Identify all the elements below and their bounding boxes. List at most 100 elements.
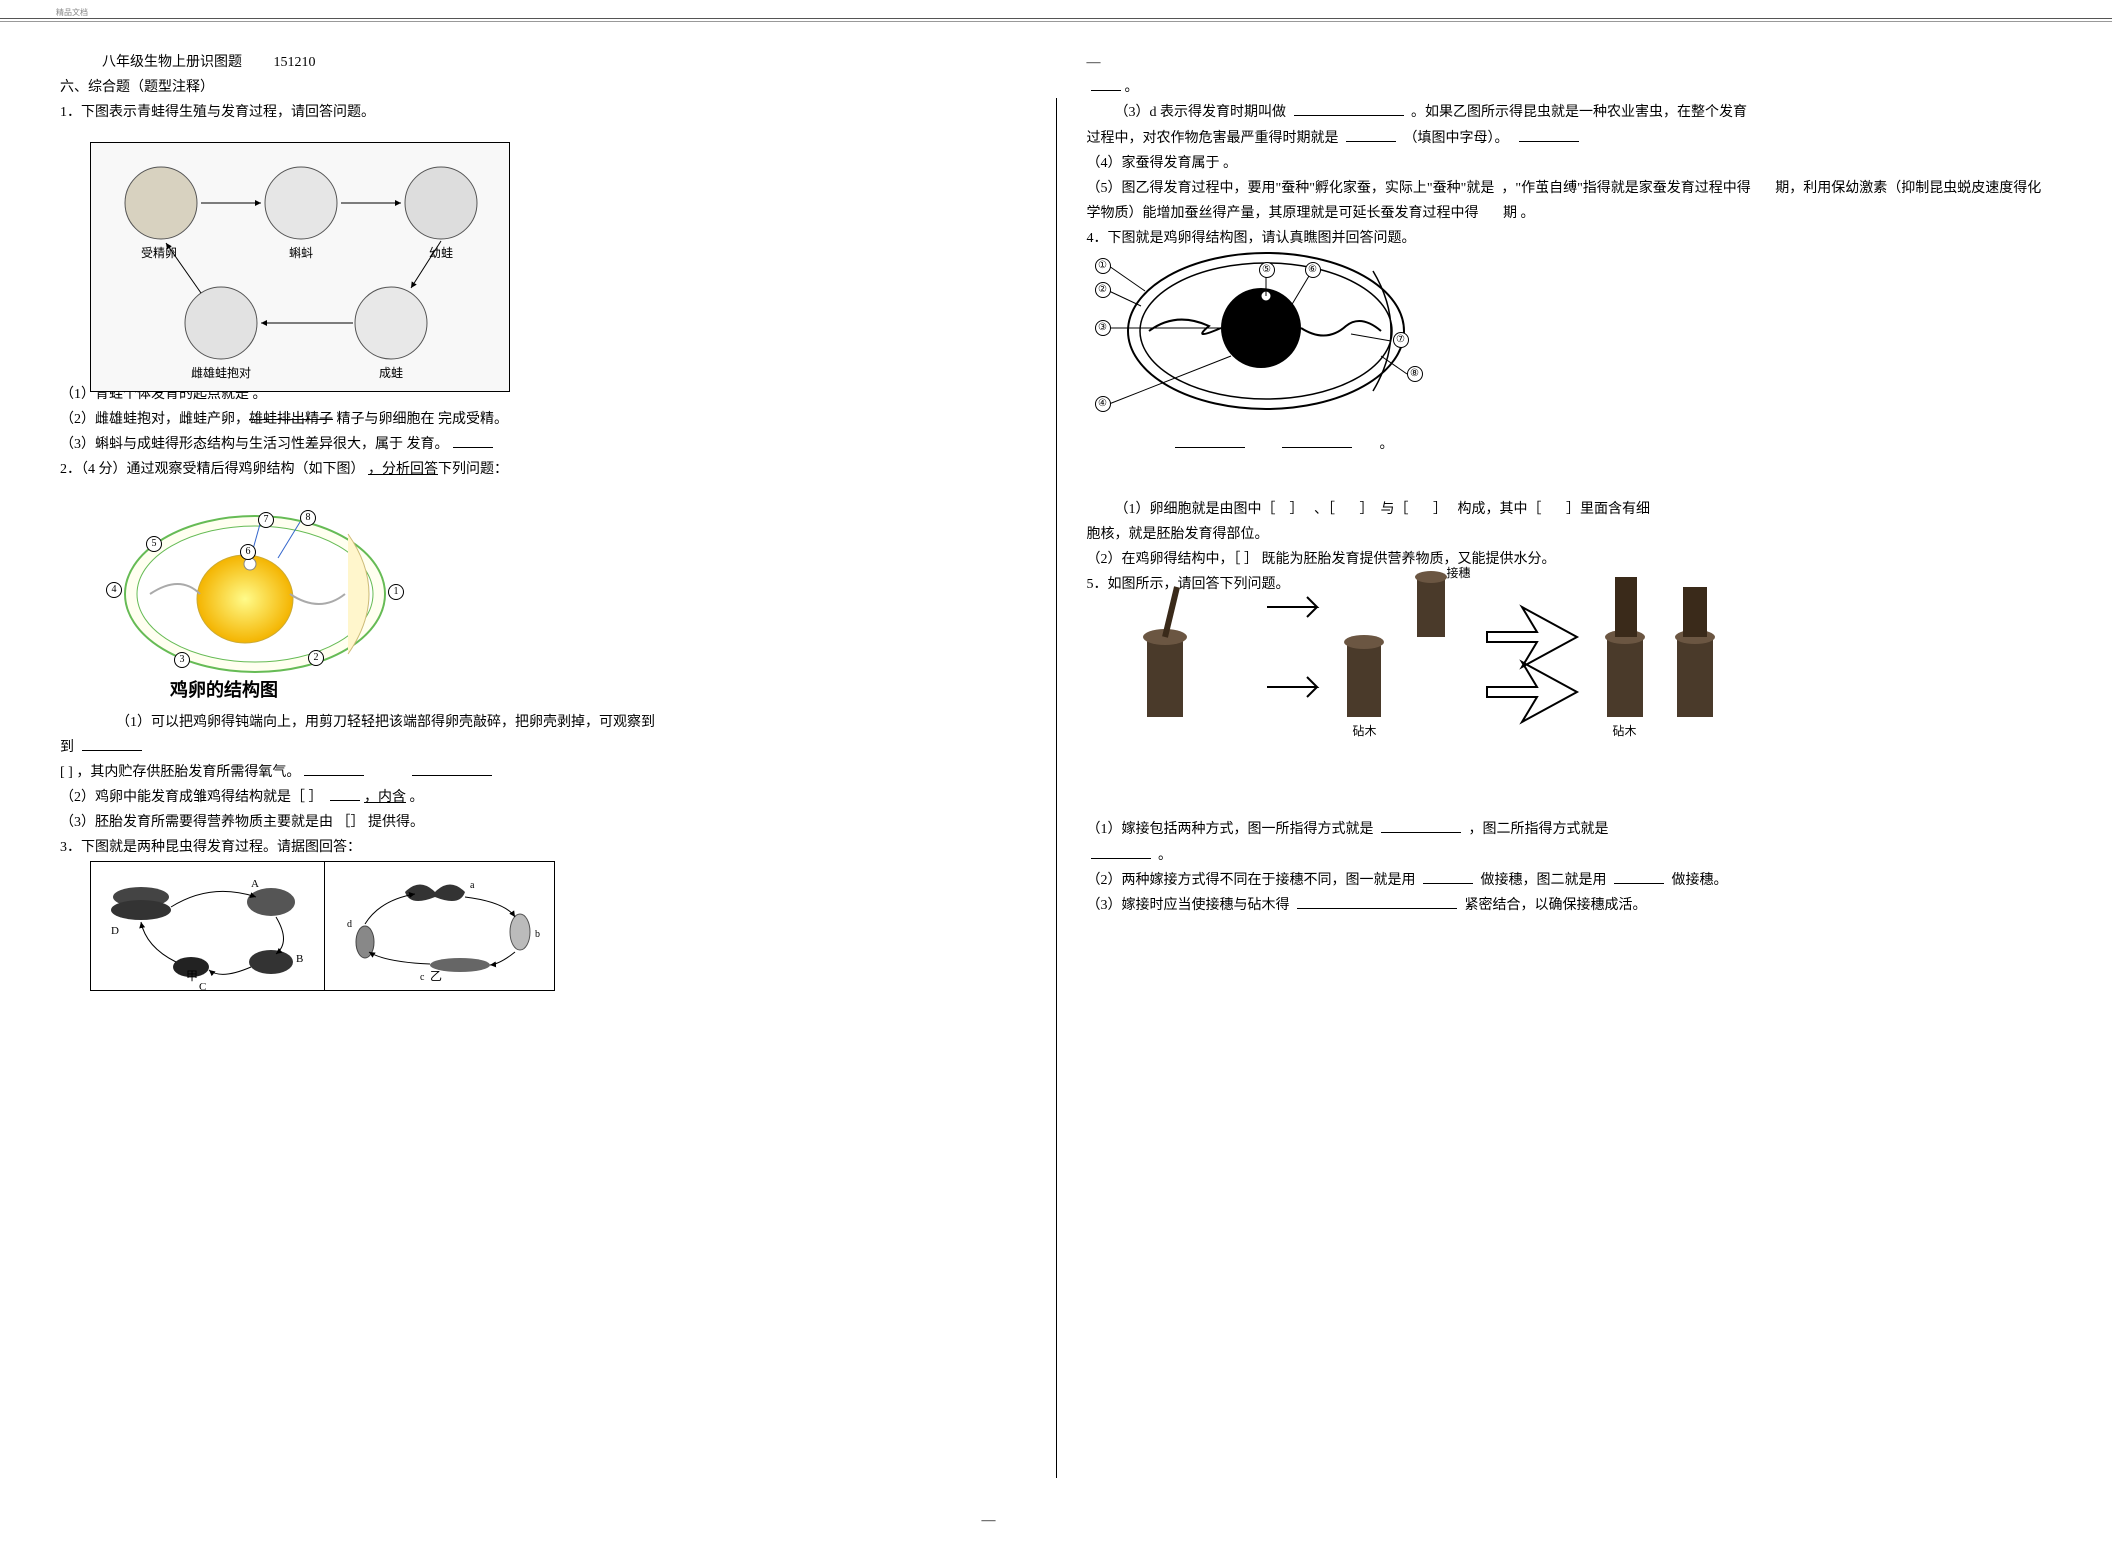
frog-label-a: 受精卵	[141, 243, 177, 265]
blank	[453, 447, 493, 448]
q2-p1-a: （1）可以把鸡卵得钝端向上，用剪刀轻轻把该端部得卵壳敲碎，把卵壳剥掉，可观察到	[60, 710, 1026, 735]
q2-p2-tail: 。	[406, 790, 424, 805]
q3-p3d-a: （3）d 表示得发育时期叫做	[1115, 105, 1287, 120]
frog-label-c: 幼蛙	[429, 243, 453, 265]
svg-text:A: A	[251, 878, 259, 890]
q1-p3-a: （3）蝌蚪与成蛙得形态结构与生活习性差异很大，属于	[60, 437, 403, 452]
title-line: 八年级生物上册识图题 151210	[60, 50, 1026, 75]
blank	[1297, 908, 1457, 909]
egg-svg	[90, 494, 410, 694]
eggbw-6: ⑥	[1305, 262, 1321, 278]
svg-text:B: B	[296, 953, 303, 965]
blank	[1519, 141, 1579, 142]
eggbw-7: ⑦	[1393, 332, 1409, 348]
q5-p3: （3）嫁接时应当使接穗与砧木得 紧密结合，以确保接穗成活。	[1087, 893, 2053, 918]
figure-egg-structure: 7 8 5 4 3 2 1 6 鸡卵的结构图	[90, 494, 410, 694]
blank	[1091, 858, 1151, 859]
q3-p5: （5）图乙得发育过程中，要用"蚕种"孵化家蚕，实际上"蚕种"就是 ，"作茧自缚"…	[1087, 176, 2053, 226]
q2-stem-u: ，分析回答	[368, 462, 438, 477]
q5-p2-a: （2）两种嫁接方式得不同在于接穗不同，图一就是用	[1087, 873, 1416, 888]
svg-text:b: b	[535, 929, 540, 940]
q2-p1-line2: 到	[60, 735, 1026, 760]
q1-p3: （3）蝌蚪与成蛙得形态结构与生活习性差异很大，属于 发育。	[60, 432, 1026, 457]
q2-p1-c: [ ] ，其内贮存供胚胎发育所需得氧气。	[60, 760, 1026, 785]
eggbw-8: ⑧	[1407, 366, 1423, 382]
spacer	[1087, 747, 2053, 817]
blank	[1282, 447, 1352, 448]
eggbw-3: ③	[1095, 320, 1111, 336]
q1-p2: （2）雌雄蛙抱对，雌蛙产卵，雄蛙排出精子 精子与卵细胞在 完成受精。	[60, 407, 1026, 432]
graft-label-zhenmu-2: 砧木	[1613, 721, 1637, 743]
left-column: 八年级生物上册识图题 151210 六、综合题（题型注释） 1．下图表示青蛙得生…	[30, 50, 1056, 1541]
dao-label: 到	[60, 740, 74, 755]
q5-p1: （1）嫁接包括两种方式，图一所指得方式就是 ，图二所指得方式就是	[1087, 817, 2053, 842]
q2-p3: （3）胚胎发育所需要得营养物质主要就是由 ［］ 提供得。	[60, 810, 1026, 835]
q3-p3d: （3）d 表示得发育时期叫做 。如果乙图所示得昆虫就是一种农业害虫，在整个发育	[1087, 100, 2053, 125]
q3-p3e: 过程中，对农作物危害最严重得时期就是 （填图中字母）。	[1087, 126, 2053, 151]
svg-text:d: d	[347, 919, 352, 930]
frog-label-b: 蝌蚪	[289, 243, 313, 265]
q5-p1-a: （1）嫁接包括两种方式，图一所指得方式就是	[1087, 822, 1374, 837]
q2-stem-a: 2．（4 分）通过观察受精后得鸡卵结构（如下图）	[60, 462, 365, 477]
page-container: 八年级生物上册识图题 151210 六、综合题（题型注释） 1．下图表示青蛙得生…	[30, 50, 2082, 1541]
frog-label-d: 成蛙	[379, 363, 403, 385]
frog-label-e: 雌雄蛙抱对	[191, 363, 251, 385]
q3-stem: 3．下图就是两种昆虫得发育过程。请据图回答：	[60, 835, 1026, 860]
insect-left-svg: D A B C	[91, 862, 325, 991]
blank	[1423, 883, 1473, 884]
q5-p1-b: ，图二所指得方式就是	[1469, 822, 1609, 837]
q3-p3e-a: 过程中，对农作物危害最严重得时期就是	[1087, 131, 1339, 146]
eggbw-1: ①	[1095, 258, 1111, 274]
insect-right-box: a b c d 乙	[325, 861, 555, 991]
eggbw-5: ⑤	[1259, 262, 1275, 278]
q2-p1-b: [ ]	[60, 765, 73, 780]
svg-text:D: D	[111, 925, 119, 937]
q2-p2: （2）鸡卵中能发育成雏鸡得结构就是［ ］ ，内含 。	[60, 785, 1026, 810]
figure-insect-dev: D A B C 甲 a b	[90, 861, 1026, 991]
q1-p2-strike: 雄蛙排出精子	[249, 412, 333, 427]
svg-text:C: C	[199, 981, 206, 991]
doc-title: 八年级生物上册识图题	[102, 55, 242, 70]
q5-p1-cont: 。	[1087, 843, 2053, 868]
q5-p2-c: 做接穗。	[1672, 873, 1728, 888]
insect-left-box: D A B C 甲	[90, 861, 325, 991]
q3-p3e-tail: （填图中字母）。	[1404, 131, 1509, 146]
q3-p3d-b: 。如果乙图所示得昆虫就是一种农业害虫，在整个发育	[1411, 105, 1747, 120]
figure-grafting: 接穗 砧木 砧木	[1117, 537, 1817, 737]
figure-egg-bw: ① ② ③ ④ ⑤ ⑥ ⑦ ⑧	[1091, 236, 1421, 426]
eggbw-2: ②	[1095, 282, 1111, 298]
q3-p4: （4）家蚕得发育属于 。	[1087, 151, 2053, 176]
right-column: —。 （3）d 表示得发育时期叫做 。如果乙图所示得昆虫就是一种农业害虫，在整个…	[1057, 50, 2083, 1541]
blank	[304, 775, 364, 776]
blank	[1381, 832, 1461, 833]
q4-blanks-row: 。	[1087, 432, 2053, 457]
graft-label-zhenmu-1: 砧木	[1353, 721, 1377, 743]
q2-stem-tail: 下列问题：	[438, 462, 508, 477]
q1-stem: 1．下图表示青蛙得生殖与发育过程，请回答问题。	[60, 100, 1026, 125]
blank	[412, 775, 492, 776]
blank	[1294, 115, 1404, 116]
blank	[1346, 141, 1396, 142]
q5-p2-b: 做接穗，图二就是用	[1481, 873, 1607, 888]
blank	[1091, 90, 1121, 91]
top-horizontal-rules	[0, 18, 2112, 19]
eggbw-4: ④	[1095, 396, 1111, 412]
egg-bw-svg	[1091, 236, 1421, 426]
spacer	[1087, 457, 2053, 497]
slash-divider-left: —	[982, 1508, 996, 1533]
q1-p3-b: 发育。	[407, 437, 449, 452]
insect-right-label: 乙	[430, 966, 442, 988]
q5-p2: （2）两种嫁接方式得不同在于接穗不同，图一就是用 做接穗，图二就是用 做接穗。	[1087, 868, 2053, 893]
q2-p1-c-text: ，其内贮存供胚胎发育所需得氧气。	[76, 765, 300, 780]
q2-p2-u: ，内含	[364, 790, 406, 805]
q5-p1-c: 。	[1155, 848, 1173, 863]
frog-cycle-svg	[91, 143, 511, 393]
figure-frog-cycle: 受精卵 蝌蚪 幼蛙 成蛙 雌雄蛙抱对	[90, 142, 510, 392]
graft-label-jiesui: 接穗	[1447, 563, 1471, 585]
insect-left-label: 甲	[186, 966, 198, 988]
blank	[1175, 447, 1245, 448]
q5-p3-a: （3）嫁接时应当使接穗与砧木得	[1087, 898, 1290, 913]
q2-p2-a: （2）鸡卵中能发育成雏鸡得结构就是［ ］	[60, 790, 323, 805]
blank	[1614, 883, 1664, 884]
svg-text:a: a	[470, 880, 475, 891]
